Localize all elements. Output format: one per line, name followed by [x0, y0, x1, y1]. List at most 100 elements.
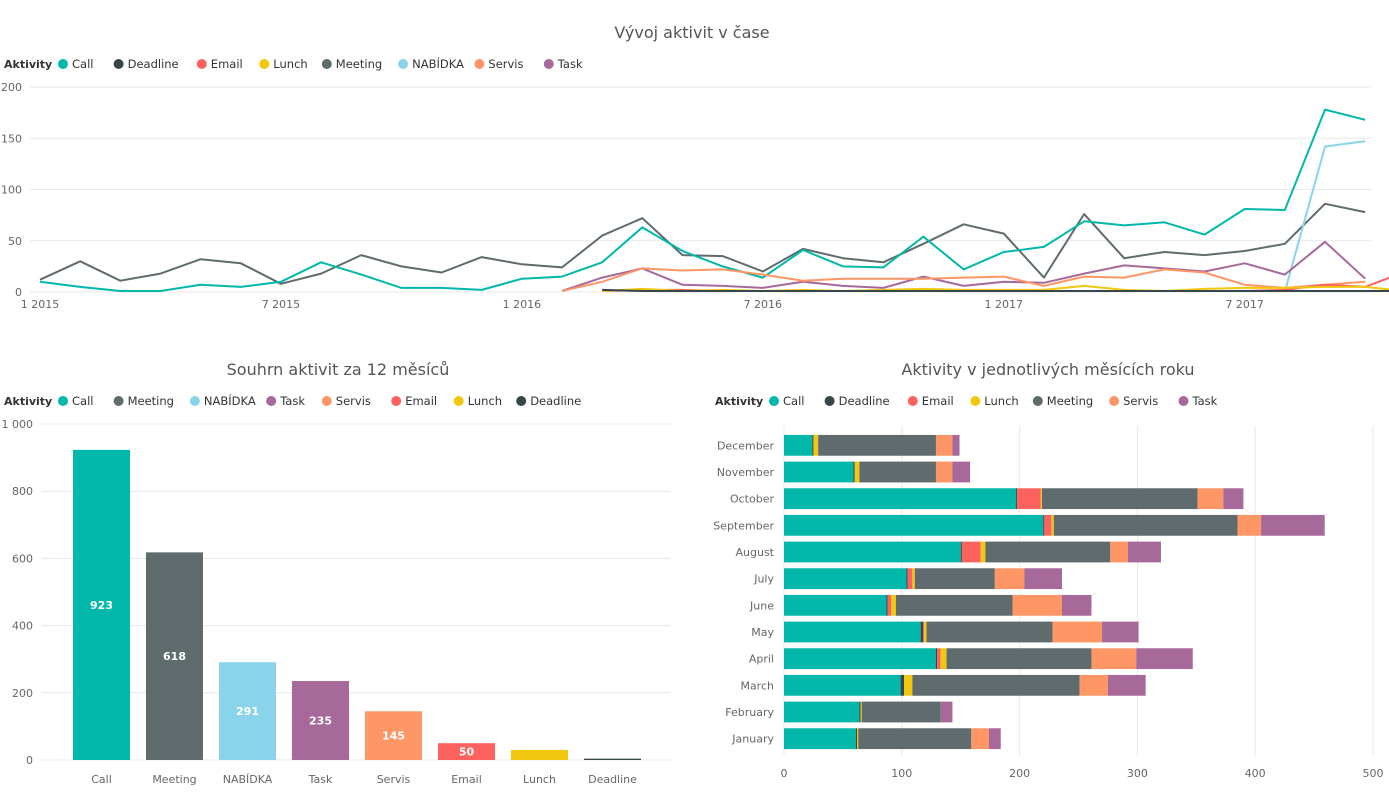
series-line-servis[interactable]	[561, 267, 1366, 292]
legend-item-task[interactable]: Task	[543, 57, 583, 71]
bar-segment-may-lunch[interactable]	[924, 621, 927, 643]
column-bar-lunch[interactable]	[511, 749, 568, 760]
column-bar-email[interactable]	[438, 743, 495, 760]
bar-segment-july-lunch[interactable]	[912, 568, 915, 590]
bar-segment-june-call[interactable]	[784, 594, 887, 616]
bar-segment-july-servis[interactable]	[994, 568, 1025, 590]
bar-segment-november-call[interactable]	[784, 461, 854, 483]
legend-item-deadline[interactable]: Deadline	[113, 57, 179, 71]
bar-segment-august-deadline[interactable]	[960, 541, 962, 563]
legend-item-meeting[interactable]: Meeting	[113, 394, 174, 408]
bar-segment-december-servis[interactable]	[935, 434, 953, 456]
bar-segment-october-task[interactable]	[1223, 488, 1244, 510]
bar-segment-october-email[interactable]	[1017, 488, 1041, 510]
bar-segment-february-meeting[interactable]	[861, 701, 941, 723]
legend-item-call[interactable]: Call	[58, 57, 93, 71]
legend-item-lunch[interactable]: Lunch	[453, 394, 502, 408]
bar-segment-november-servis[interactable]	[935, 461, 953, 483]
legend-item-nab-dka[interactable]: NABÍDKA	[398, 56, 464, 71]
bar-segment-july-call[interactable]	[784, 568, 907, 590]
bar-segment-may-servis[interactable]	[1052, 621, 1103, 643]
bar-segment-may-meeting[interactable]	[926, 621, 1053, 643]
legend-item-servis[interactable]: Servis	[1109, 394, 1158, 408]
bar-segment-august-meeting[interactable]	[985, 541, 1111, 563]
bar-segment-february-lunch[interactable]	[860, 701, 862, 723]
bar-segment-december-lunch[interactable]	[813, 434, 819, 456]
bar-segment-january-meeting[interactable]	[858, 728, 972, 750]
bar-segment-april-deadline[interactable]	[935, 648, 938, 670]
stacked-bar-chart-legend[interactable]: Aktivity Call Deadline Email Lunch Meeting Ser…	[715, 394, 1218, 408]
legend-item-email[interactable]: Email	[907, 394, 954, 408]
bar-segment-may-deadline[interactable]	[920, 621, 924, 643]
series-line-meeting[interactable]	[39, 202, 1366, 285]
bar-segment-february-deadline[interactable]	[859, 701, 861, 723]
column-bar-deadline[interactable]	[584, 758, 641, 760]
bar-segment-september-meeting[interactable]	[1053, 514, 1238, 536]
bar-segment-june-servis[interactable]	[1012, 594, 1063, 616]
bar-segment-june-task[interactable]	[1062, 594, 1092, 616]
bar-segment-april-lunch[interactable]	[940, 648, 947, 670]
bar-segment-march-lunch[interactable]	[904, 674, 913, 696]
bar-segment-december-task[interactable]	[952, 434, 960, 456]
bar-segment-october-lunch[interactable]	[1040, 488, 1042, 510]
bar-segment-april-email[interactable]	[937, 648, 941, 670]
bar-segment-november-meeting[interactable]	[859, 461, 936, 483]
legend-item-task[interactable]: Task	[1178, 394, 1218, 408]
bar-segment-october-servis[interactable]	[1197, 488, 1224, 510]
column-bar-meeting[interactable]	[146, 552, 203, 760]
bar-segment-may-call[interactable]	[784, 621, 921, 643]
bar-segment-november-lunch[interactable]	[854, 461, 860, 483]
bar-segment-september-servis[interactable]	[1237, 514, 1262, 536]
line-chart-legend[interactable]: Aktivity Call Deadline Email Lunch Meeting NAB…	[4, 56, 583, 71]
bar-segment-august-call[interactable]	[784, 541, 961, 563]
bar-segment-february-task[interactable]	[940, 701, 953, 723]
bar-segment-april-servis[interactable]	[1091, 648, 1137, 670]
bar-segment-may-email[interactable]	[923, 621, 925, 643]
column-bar-servis[interactable]	[365, 711, 422, 760]
bar-segment-september-lunch[interactable]	[1051, 514, 1054, 536]
bar-segment-march-meeting[interactable]	[912, 674, 1080, 696]
bar-segment-july-deadline[interactable]	[906, 568, 908, 590]
bar-segment-june-meeting[interactable]	[895, 594, 1013, 616]
stacked-bar-chart-bars[interactable]	[784, 434, 1325, 750]
bar-segment-december-deadline[interactable]	[812, 434, 814, 456]
legend-item-lunch[interactable]: Lunch	[970, 394, 1019, 408]
bar-segment-april-task[interactable]	[1136, 648, 1193, 670]
bar-segment-october-meeting[interactable]	[1041, 488, 1198, 510]
bar-segment-january-task[interactable]	[988, 728, 1001, 750]
bar-segment-july-task[interactable]	[1024, 568, 1063, 590]
bar-segment-september-email[interactable]	[1044, 514, 1052, 536]
bar-segment-august-lunch[interactable]	[980, 541, 986, 563]
bar-segment-march-servis[interactable]	[1079, 674, 1108, 696]
bar-segment-april-meeting[interactable]	[946, 648, 1092, 670]
bar-segment-november-task[interactable]	[952, 461, 971, 483]
bar-segment-april-call[interactable]	[784, 648, 936, 670]
series-line-nab-dka[interactable]	[1283, 140, 1366, 293]
bar-segment-january-servis[interactable]	[971, 728, 989, 750]
bar-segment-august-task[interactable]	[1127, 541, 1161, 563]
bar-segment-may-task[interactable]	[1102, 621, 1139, 643]
legend-item-email[interactable]: Email	[196, 57, 243, 71]
bar-segment-november-deadline[interactable]	[853, 461, 855, 483]
legend-item-call[interactable]: Call	[769, 394, 804, 408]
legend-item-deadline[interactable]: Deadline	[516, 394, 581, 408]
bar-segment-march-task[interactable]	[1107, 674, 1146, 696]
series-line-deadline[interactable]	[602, 288, 1389, 292]
legend-item-meeting[interactable]: Meeting	[321, 57, 382, 71]
bar-segment-august-email[interactable]	[961, 541, 981, 563]
legend-item-servis[interactable]: Servis	[321, 394, 371, 408]
legend-item-task[interactable]: Task	[266, 394, 305, 408]
series-line-task[interactable]	[561, 240, 1366, 292]
legend-item-servis[interactable]: Servis	[474, 57, 524, 71]
bar-segment-june-email[interactable]	[887, 594, 892, 616]
bar-segment-october-call[interactable]	[784, 488, 1017, 510]
bar-segment-september-deadline[interactable]	[1043, 514, 1045, 536]
bar-segment-february-call[interactable]	[784, 701, 860, 723]
bar-segment-january-lunch[interactable]	[857, 728, 859, 750]
column-chart-legend[interactable]: Aktivity Call Meeting NABÍDKA Task Servis Emai…	[4, 393, 581, 408]
bar-segment-march-deadline[interactable]	[900, 674, 905, 696]
bar-segment-september-task[interactable]	[1261, 514, 1325, 536]
line-chart-series[interactable]	[39, 108, 1389, 293]
column-bar-call[interactable]	[73, 449, 130, 760]
column-bar-task[interactable]	[292, 681, 349, 760]
